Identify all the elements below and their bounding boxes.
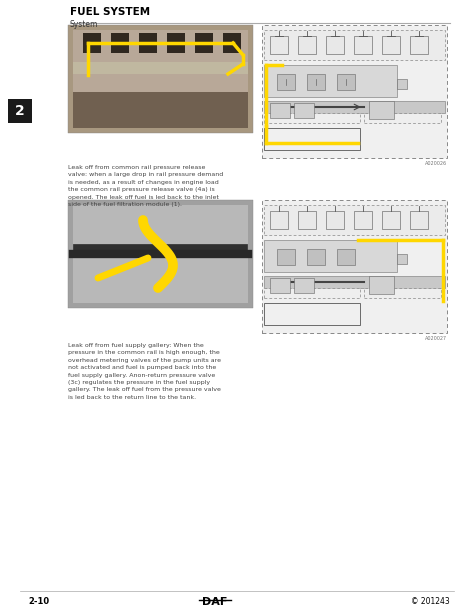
Bar: [307, 74, 325, 90]
Text: A020027: A020027: [425, 336, 447, 341]
FancyBboxPatch shape: [264, 30, 445, 60]
Bar: [195, 33, 213, 53]
Bar: [326, 211, 344, 229]
Bar: [270, 211, 288, 229]
Text: © 201243: © 201243: [411, 597, 450, 606]
Text: 2: 2: [15, 104, 25, 118]
FancyBboxPatch shape: [264, 288, 360, 298]
Bar: [397, 254, 407, 264]
Bar: [68, 200, 253, 308]
Bar: [337, 249, 355, 265]
Text: Leak off from common rail pressure release
valve: when a large drop in rail pres: Leak off from common rail pressure relea…: [68, 165, 223, 207]
Bar: [294, 278, 314, 293]
Bar: [410, 36, 428, 54]
Bar: [397, 79, 407, 89]
Bar: [369, 276, 394, 294]
Bar: [223, 33, 241, 53]
FancyBboxPatch shape: [264, 113, 360, 123]
Bar: [270, 103, 290, 118]
Text: DAF: DAF: [202, 597, 228, 607]
Bar: [337, 74, 355, 90]
Bar: [354, 211, 372, 229]
Bar: [298, 211, 316, 229]
Bar: [382, 36, 400, 54]
Bar: [354, 36, 372, 54]
Text: Leak off from fuel supply gallery: When the
pressure in the common rail is high : Leak off from fuel supply gallery: When …: [68, 343, 221, 400]
Bar: [277, 74, 295, 90]
FancyBboxPatch shape: [364, 113, 441, 123]
Bar: [83, 33, 101, 53]
Bar: [326, 36, 344, 54]
Bar: [264, 303, 360, 325]
Bar: [68, 25, 253, 133]
Bar: [270, 36, 288, 54]
Bar: [167, 33, 185, 53]
Bar: [294, 103, 314, 118]
Text: FUEL SYSTEM: FUEL SYSTEM: [70, 7, 150, 17]
Bar: [369, 101, 394, 119]
Bar: [264, 276, 445, 288]
Bar: [307, 249, 325, 265]
FancyBboxPatch shape: [264, 205, 445, 235]
Bar: [139, 33, 157, 53]
Bar: [73, 205, 248, 303]
Bar: [264, 128, 360, 150]
Text: 2-10: 2-10: [28, 597, 49, 606]
Bar: [73, 62, 248, 74]
Text: System: System: [70, 20, 99, 29]
Bar: [298, 36, 316, 54]
Bar: [8, 99, 32, 123]
Bar: [73, 30, 248, 128]
Bar: [264, 101, 445, 113]
Bar: [73, 92, 248, 128]
FancyBboxPatch shape: [364, 288, 441, 298]
Text: A020026: A020026: [425, 161, 447, 166]
Bar: [270, 278, 290, 293]
FancyBboxPatch shape: [262, 200, 447, 333]
Bar: [264, 65, 397, 97]
Bar: [410, 211, 428, 229]
Bar: [111, 33, 129, 53]
Bar: [264, 240, 397, 272]
Bar: [277, 249, 295, 265]
Bar: [382, 211, 400, 229]
FancyBboxPatch shape: [262, 25, 447, 158]
